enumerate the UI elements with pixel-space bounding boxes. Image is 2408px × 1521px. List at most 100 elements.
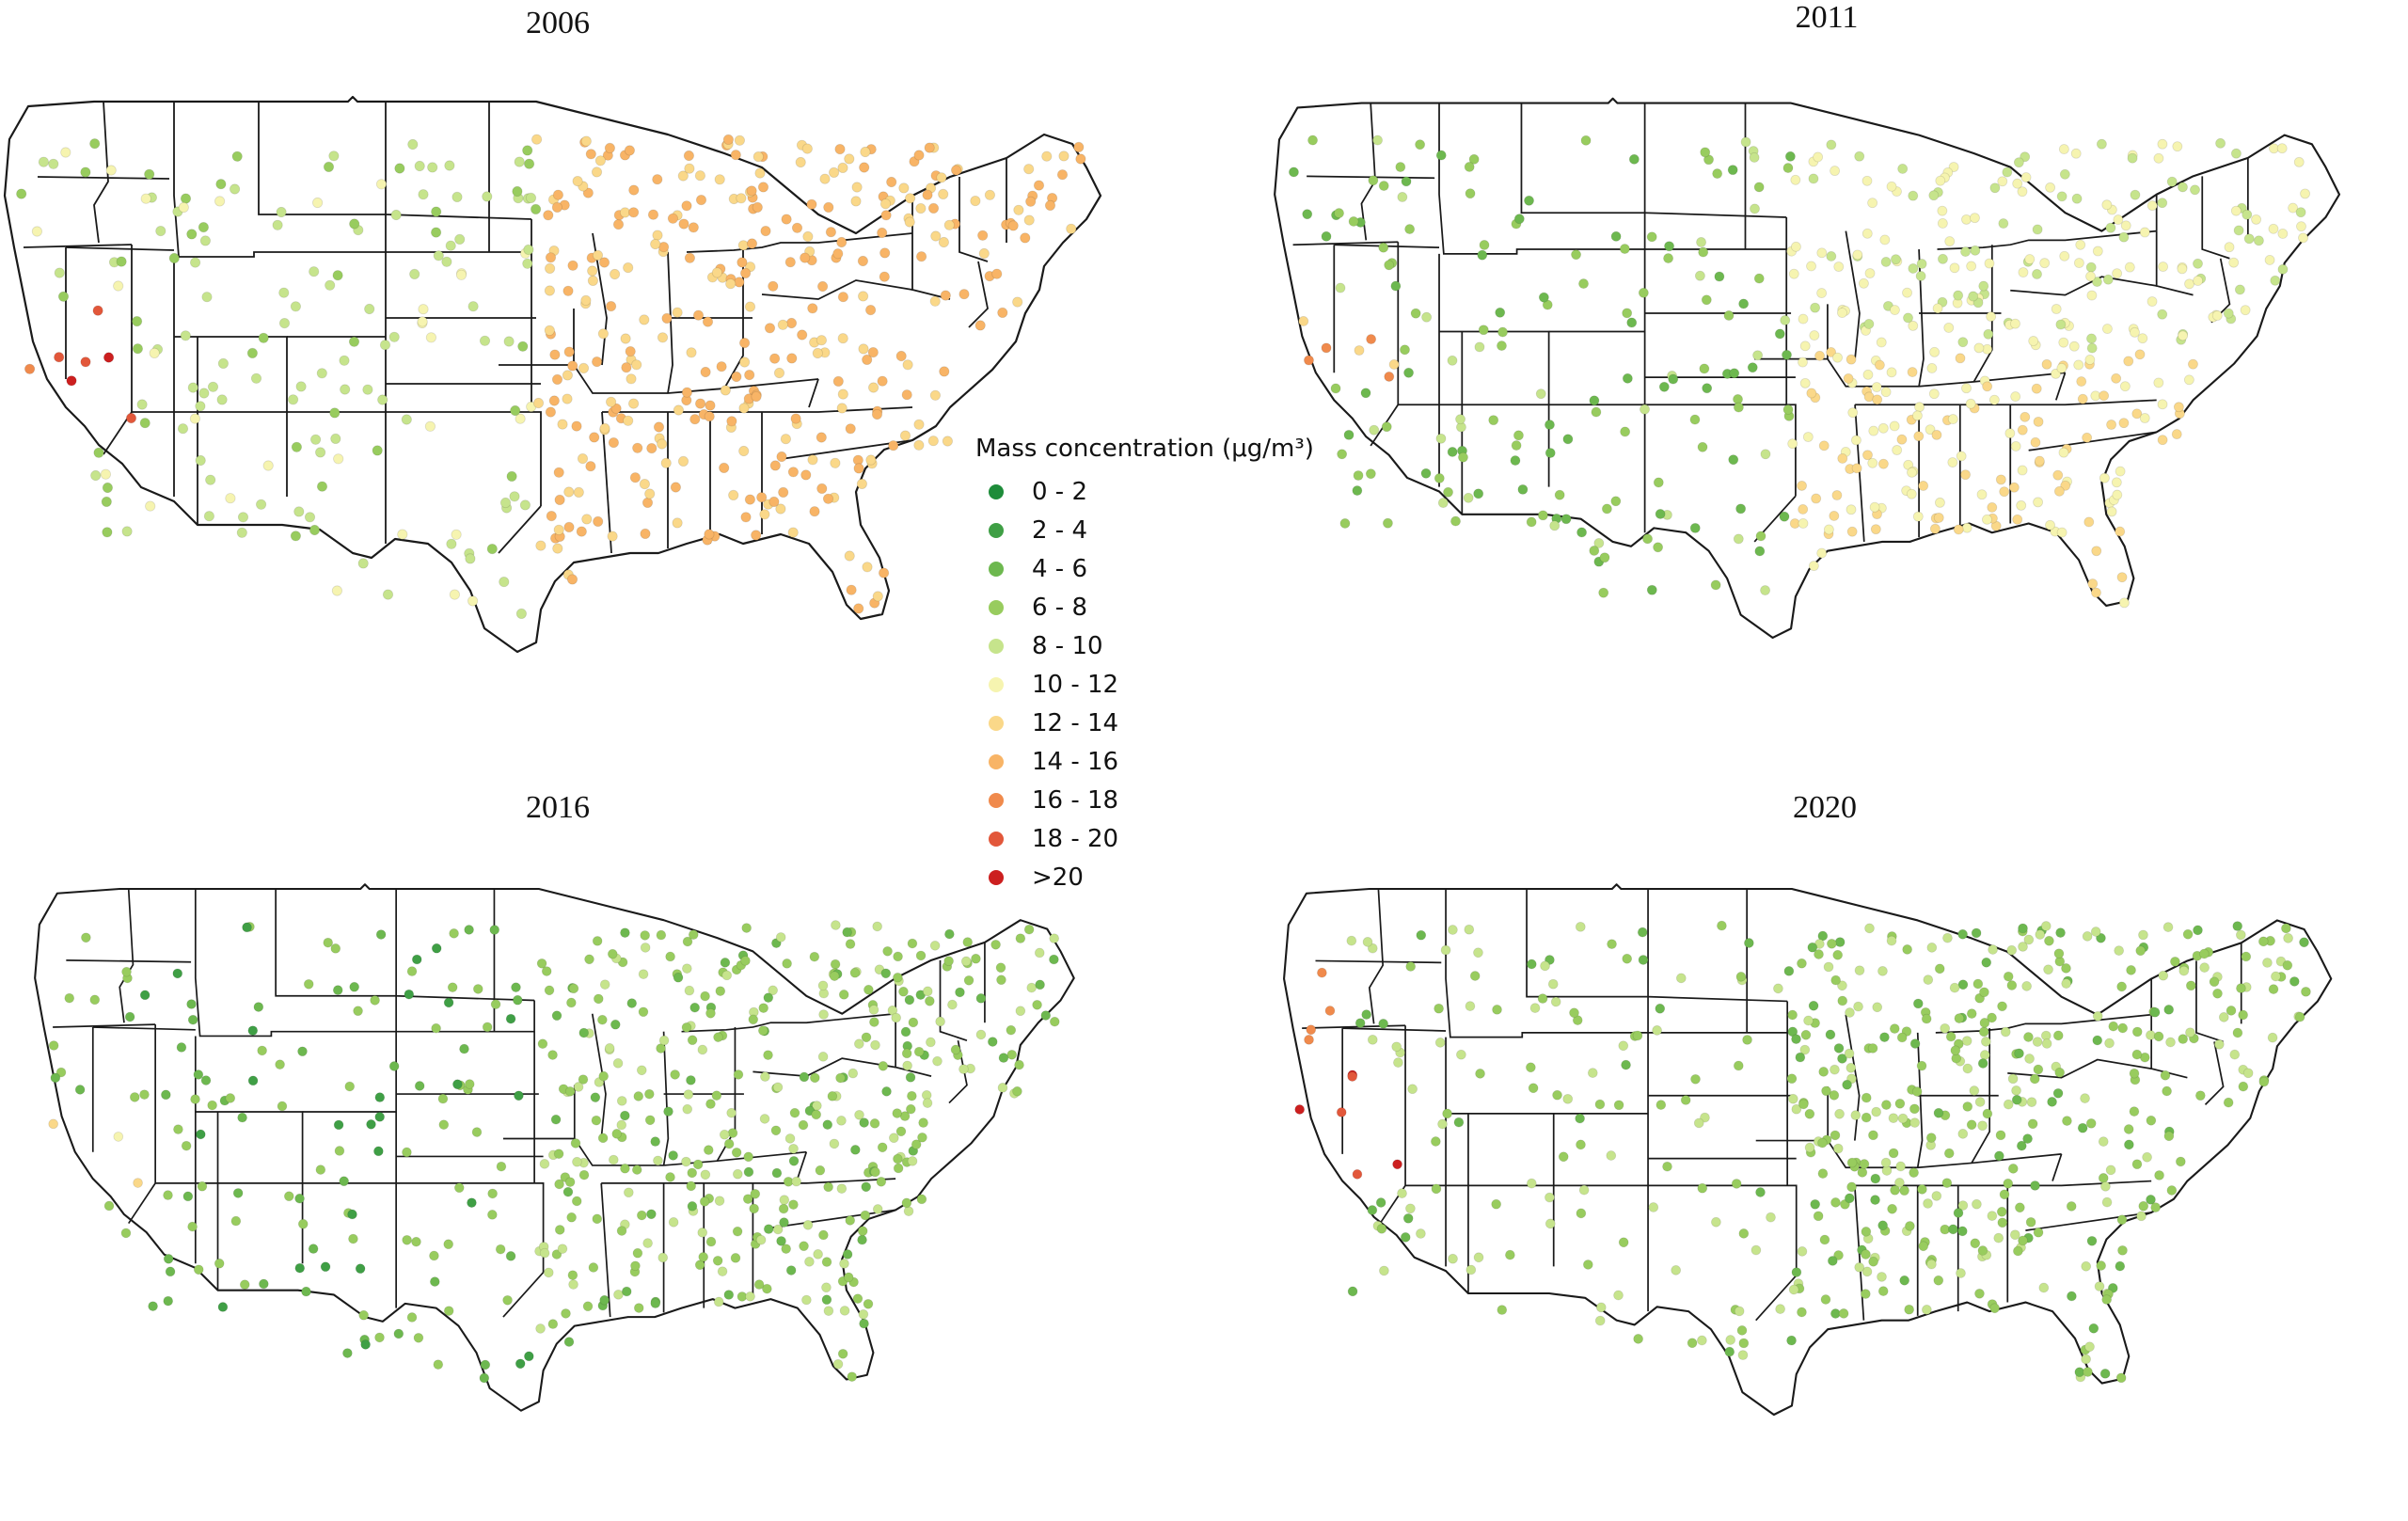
station-marker [344, 1081, 356, 1092]
station-marker [907, 1090, 917, 1101]
station-marker [2091, 546, 2102, 557]
station-marker [650, 1298, 661, 1308]
station-marker [564, 1177, 576, 1187]
station-marker [609, 268, 621, 280]
station-marker [333, 1119, 344, 1131]
station-marker [862, 354, 873, 365]
station-marker [849, 967, 861, 978]
station-marker [193, 1264, 204, 1275]
legend-item: 8 - 10 [975, 626, 1333, 665]
station-marker [811, 1109, 822, 1120]
station-marker [437, 1093, 449, 1104]
legend-swatch [989, 676, 1004, 692]
station-marker [1753, 182, 1765, 193]
station-marker [2228, 257, 2240, 268]
station-marker [54, 352, 65, 363]
station-marker [672, 517, 683, 529]
station-marker [850, 196, 862, 207]
station-marker [2157, 309, 2168, 320]
station-marker [1403, 367, 1415, 378]
station-marker [901, 1197, 912, 1209]
station-marker [633, 1091, 644, 1101]
station-marker [927, 436, 939, 447]
station-marker [332, 985, 343, 995]
station-marker [1663, 253, 1674, 264]
station-marker [1058, 151, 1069, 162]
station-marker [592, 936, 603, 946]
station-marker [644, 1115, 656, 1126]
station-marker [1982, 1108, 1993, 1119]
station-marker [445, 240, 456, 251]
station-marker [2300, 188, 2310, 199]
station-marker [870, 1166, 880, 1178]
station-marker [777, 319, 788, 330]
station-marker [1916, 1060, 1927, 1071]
station-marker [451, 529, 462, 540]
station-marker [217, 357, 229, 369]
station-marker [1458, 452, 1468, 463]
station-marker [1907, 367, 1918, 377]
station-marker [1833, 1043, 1845, 1054]
station-marker [800, 469, 812, 481]
station-marker [1978, 280, 1989, 292]
station-marker [342, 1348, 353, 1358]
station-marker [1610, 496, 1622, 507]
station-marker [828, 166, 840, 179]
monitoring-stations [48, 920, 1060, 1384]
station-marker [489, 925, 500, 935]
station-marker [1378, 242, 1389, 253]
station-marker [2209, 976, 2220, 988]
station-marker [332, 270, 343, 281]
station-marker [2270, 275, 2281, 286]
station-marker [190, 257, 201, 268]
station-marker [186, 229, 198, 240]
station-marker [453, 1182, 465, 1194]
station-marker [717, 1266, 728, 1276]
station-marker [597, 1133, 609, 1144]
station-marker [713, 1032, 723, 1042]
station-marker [1537, 993, 1548, 1004]
station-marker [1799, 1044, 1811, 1055]
station-marker [1860, 1289, 1871, 1299]
station-marker [821, 1282, 832, 1293]
station-marker [661, 312, 673, 324]
station-marker [2166, 1185, 2178, 1196]
station-marker [915, 251, 927, 262]
station-marker [1941, 1178, 1953, 1189]
station-marker [1736, 1325, 1748, 1336]
station-marker [116, 256, 127, 267]
station-marker [482, 1022, 493, 1033]
state-border [2028, 431, 2157, 452]
station-marker [1911, 1086, 1923, 1097]
station-marker [2054, 1067, 2066, 1078]
station-marker [2117, 1244, 2128, 1256]
station-marker [1806, 388, 1817, 399]
station-marker [1929, 346, 1941, 357]
station-marker [867, 382, 879, 393]
station-marker [514, 1090, 524, 1101]
state-border [968, 261, 989, 328]
station-marker [1894, 1098, 1906, 1109]
station-marker [1372, 135, 1383, 146]
station-marker [1491, 1198, 1502, 1210]
station-marker [1007, 220, 1019, 231]
station-marker [851, 182, 863, 193]
station-marker [464, 925, 474, 935]
station-marker [1829, 1090, 1840, 1101]
station-marker [2281, 923, 2291, 934]
station-marker [452, 191, 463, 203]
station-marker [788, 1199, 799, 1210]
station-marker [505, 1013, 516, 1024]
station-marker [570, 1138, 581, 1149]
station-marker [975, 993, 987, 1004]
station-marker [1999, 486, 2010, 498]
station-marker [515, 608, 528, 619]
station-marker [2027, 1118, 2038, 1130]
station-marker [768, 280, 779, 292]
station-marker [2215, 137, 2226, 149]
station-marker [768, 496, 780, 507]
station-marker [2041, 358, 2052, 370]
station-marker [723, 1138, 735, 1149]
station-marker [1953, 1208, 1964, 1218]
station-marker [2051, 304, 2062, 314]
